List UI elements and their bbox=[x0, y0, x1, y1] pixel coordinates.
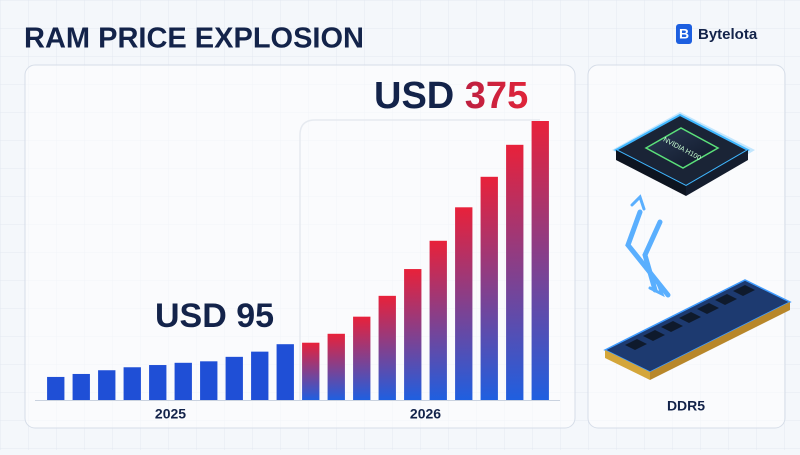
bar bbox=[531, 121, 549, 400]
ram-stick bbox=[603, 279, 792, 380]
divider bbox=[299, 119, 540, 400]
brand-logo: B Bytelota bbox=[676, 24, 758, 44]
title: RAM PRICE EXPLOSION bbox=[24, 23, 364, 55]
bar bbox=[200, 361, 218, 400]
bar bbox=[429, 240, 447, 400]
bar bbox=[225, 356, 243, 400]
arrows bbox=[625, 194, 671, 298]
bar bbox=[480, 176, 498, 400]
gpu-chip: NVIDIA H100 bbox=[612, 112, 755, 196]
bar bbox=[404, 269, 422, 400]
bar bbox=[174, 362, 192, 400]
bar bbox=[276, 344, 294, 400]
annotation-amount: 95 bbox=[236, 297, 274, 335]
annotation: USD 375 bbox=[374, 75, 528, 117]
brand-name: Bytelota bbox=[698, 26, 758, 43]
annotation-amount: 375 bbox=[465, 75, 528, 117]
bar bbox=[251, 351, 269, 400]
bar bbox=[47, 376, 65, 400]
bar bbox=[506, 144, 524, 400]
bar bbox=[455, 207, 473, 400]
bar bbox=[353, 316, 371, 400]
bar bbox=[302, 342, 320, 400]
bar bbox=[72, 373, 90, 400]
bar bbox=[378, 295, 396, 400]
annotation: USD 95 bbox=[155, 297, 274, 335]
x-group-label: 2025 bbox=[155, 406, 186, 422]
bar bbox=[98, 370, 116, 400]
ram-label: DDR5 bbox=[667, 398, 705, 414]
annotation-prefix: USD bbox=[155, 297, 227, 335]
bars bbox=[47, 121, 549, 400]
bar bbox=[123, 367, 141, 400]
bar bbox=[327, 333, 345, 400]
bar bbox=[149, 365, 167, 400]
x-group-label: 2026 bbox=[410, 406, 441, 422]
annotation-prefix: USD bbox=[374, 75, 454, 117]
svg-text:B: B bbox=[679, 26, 689, 42]
